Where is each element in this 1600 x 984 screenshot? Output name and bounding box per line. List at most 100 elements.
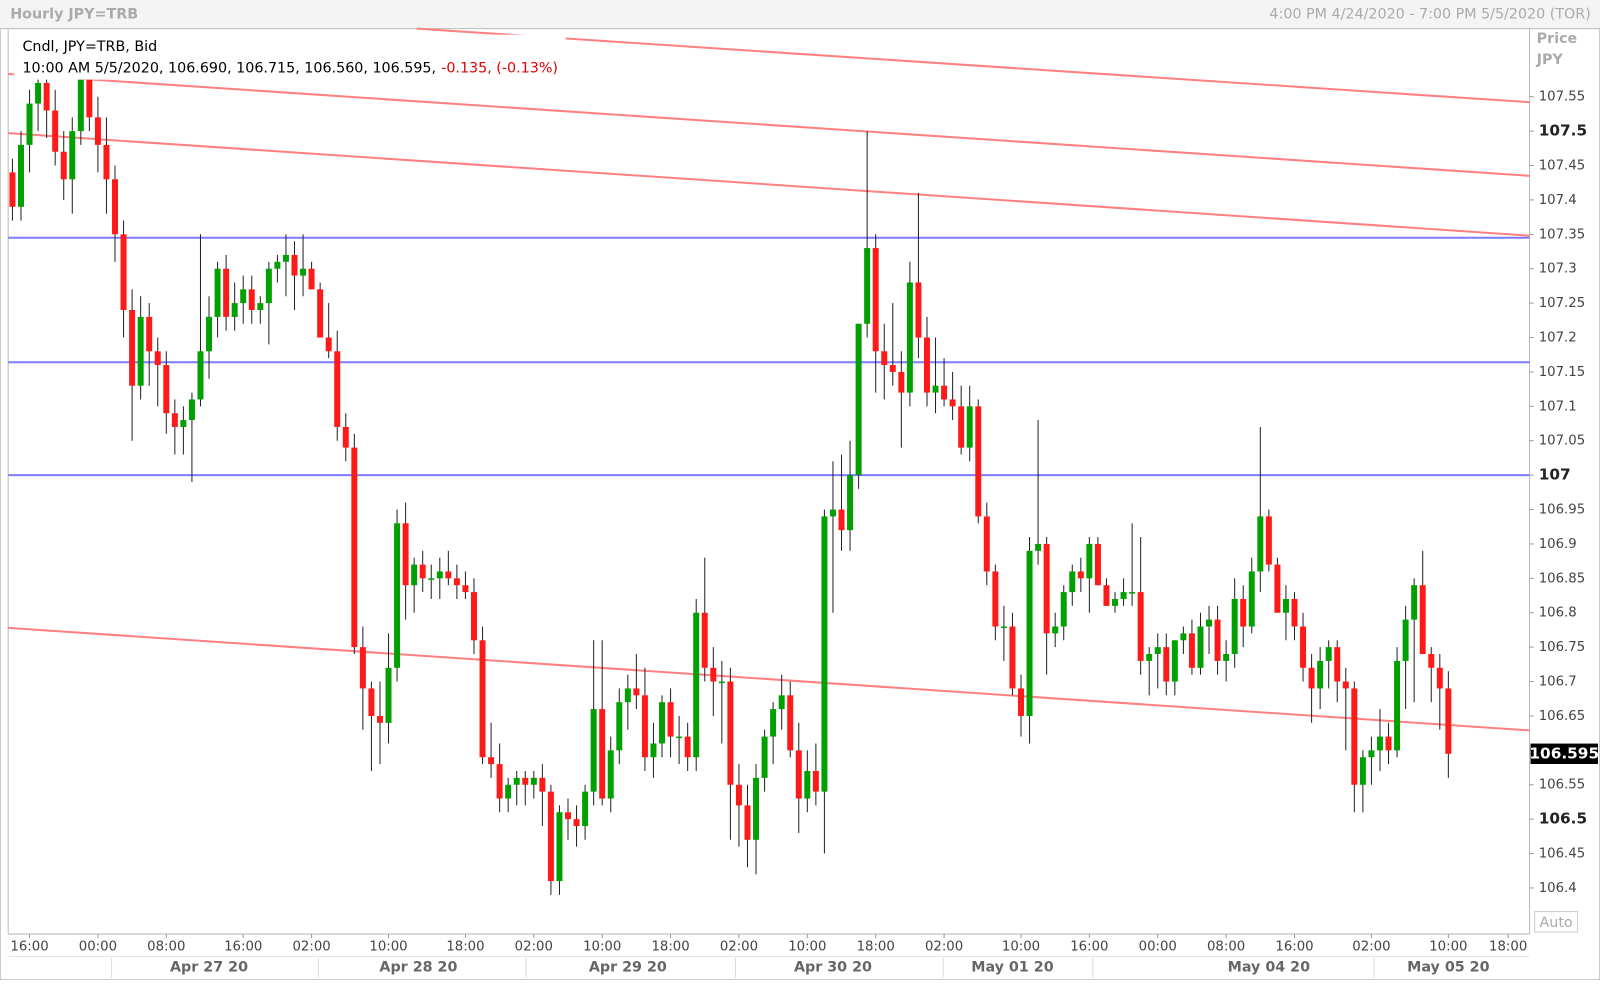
- x-tick-label: 10:00: [788, 939, 826, 954]
- candle-body: [1009, 626, 1016, 689]
- candle-body: [1351, 688, 1358, 785]
- candle-body: [539, 777, 546, 792]
- plot-area: [8, 27, 1530, 895]
- candle-body: [274, 261, 281, 269]
- candle-body: [291, 254, 298, 276]
- y-tick-label: 107.25: [1539, 296, 1585, 311]
- candle-body: [1188, 633, 1195, 668]
- candle-body: [26, 103, 33, 145]
- auto-label[interactable]: Auto: [1540, 915, 1573, 931]
- y-tick-label: 107.05: [1539, 434, 1585, 449]
- candle-body: [1411, 585, 1418, 620]
- candle-body: [1060, 592, 1067, 627]
- candle-body: [1300, 626, 1307, 668]
- candle-body: [1282, 598, 1289, 613]
- candle-body: [154, 351, 161, 366]
- candle-body: [52, 110, 59, 152]
- candle-body: [120, 234, 127, 310]
- x-tick-label: 02:00: [1352, 939, 1390, 954]
- candle-body: [248, 289, 255, 310]
- candle-body: [941, 385, 948, 400]
- candle-body: [641, 695, 648, 758]
- legend-line: 10:00 AM 5/5/2020, 106.690, 106.715, 106…: [22, 60, 436, 76]
- candle-body: [1180, 633, 1187, 641]
- y-tick-label: 107.55: [1539, 90, 1585, 105]
- candle-body: [1026, 550, 1033, 716]
- candle-body: [1445, 688, 1452, 754]
- candle-body: [667, 702, 674, 737]
- candle-body: [898, 371, 905, 393]
- candle-body: [1197, 626, 1204, 668]
- candle-body: [470, 592, 477, 641]
- candle-body: [778, 695, 785, 710]
- candle-body: [607, 750, 614, 799]
- candle-body: [923, 337, 930, 393]
- candle-body: [1120, 592, 1127, 599]
- candle-body: [624, 688, 631, 703]
- y-tick-label: 107.15: [1539, 365, 1585, 380]
- candle-body: [693, 612, 700, 758]
- trend-line: [8, 132, 1530, 237]
- candle-body: [710, 667, 717, 682]
- candle-body: [633, 688, 640, 696]
- candle-body: [129, 309, 136, 386]
- candle-body: [787, 695, 794, 751]
- candle-body: [847, 475, 854, 531]
- candle-body: [171, 413, 178, 427]
- candle-body: [60, 151, 67, 180]
- date-label: Apr 30 20: [794, 960, 872, 976]
- candle-body: [1368, 750, 1375, 758]
- candle-body: [1077, 571, 1084, 579]
- candle-body: [17, 144, 24, 207]
- auto-button[interactable]: [1534, 911, 1579, 933]
- candle-body: [1043, 543, 1050, 634]
- trend-line: [8, 626, 1530, 732]
- x-tick-label: 16:00: [224, 939, 262, 954]
- candle-body: [530, 777, 537, 785]
- candle-body: [137, 316, 144, 386]
- candle-body: [206, 316, 213, 352]
- candle-body: [1154, 647, 1161, 655]
- candle-body: [1394, 660, 1401, 751]
- candle-body: [428, 578, 435, 580]
- candle-body: [573, 819, 580, 827]
- candle-body: [1359, 757, 1366, 785]
- candle-body: [881, 351, 888, 366]
- x-tick-label: 18:00: [446, 939, 484, 954]
- x-tick-label: 00:00: [1139, 939, 1177, 954]
- candle-body: [376, 715, 383, 723]
- candle-body: [949, 399, 956, 407]
- y-tick-label: 106.45: [1539, 847, 1585, 862]
- x-tick-label: 10:00: [583, 939, 621, 954]
- candle-body: [812, 770, 819, 792]
- candle-body: [43, 82, 50, 111]
- y-tick-label: 107: [1539, 466, 1571, 484]
- y-tick-label: 107.2: [1539, 331, 1577, 346]
- candle-body: [1231, 598, 1238, 655]
- candle-body: [966, 406, 973, 448]
- candle-body: [317, 289, 324, 338]
- y-tick-label: 107.1: [1539, 399, 1577, 414]
- candle-body: [86, 76, 93, 118]
- candle-body: [1436, 667, 1443, 689]
- range-label: 4:00 PM 4/24/2020 - 7:00 PM 5/5/2020 (TO…: [1269, 6, 1590, 22]
- y-tick-label: 107.5: [1539, 122, 1587, 140]
- candle-body: [1206, 619, 1213, 627]
- candle-body: [684, 736, 691, 758]
- header-bar: [0, 0, 1600, 29]
- candle-body: [659, 702, 666, 744]
- date-label: May 05 20: [1407, 960, 1489, 976]
- candle-body: [761, 736, 768, 778]
- y-tick-label: 106.55: [1539, 778, 1585, 793]
- candle-body: [1402, 619, 1409, 661]
- y-tick-label: 107.4: [1539, 193, 1577, 208]
- candle-body: [351, 447, 358, 648]
- candle-body: [1146, 654, 1153, 661]
- candle-body: [1248, 571, 1255, 627]
- y-tick-label: 107.35: [1539, 227, 1585, 242]
- candle-body: [727, 681, 734, 785]
- candle-body: [394, 523, 401, 668]
- candle-body: [718, 681, 725, 684]
- x-tick-label: 18:00: [1489, 939, 1527, 954]
- x-tick-label: 08:00: [147, 939, 185, 954]
